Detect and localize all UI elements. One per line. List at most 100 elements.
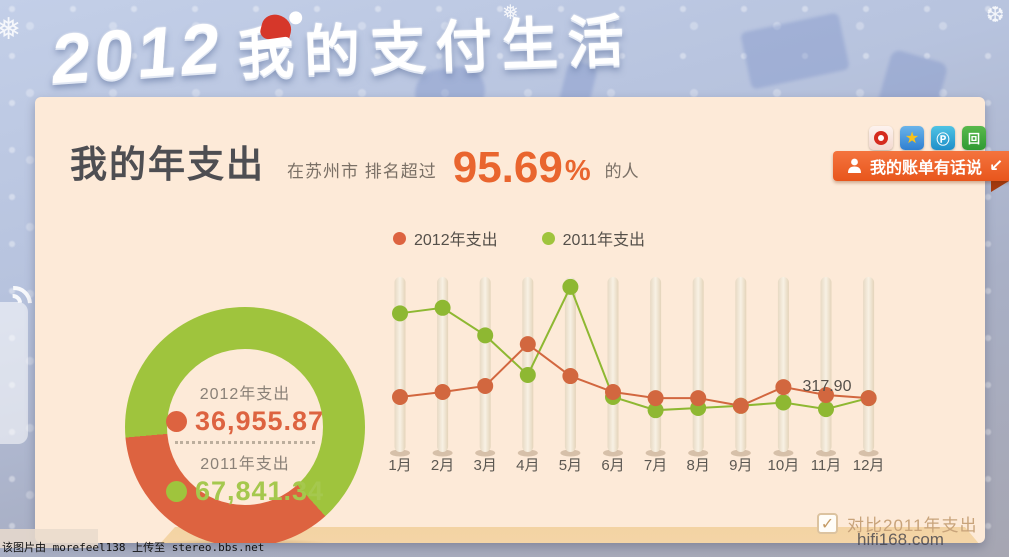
pole-shadow [730,449,751,457]
chart-point-2011年支出-4月[interactable] [519,366,536,383]
compare-row: ✓ 对比2011年支出 [817,511,978,536]
pole-shadow [645,449,666,457]
chart-point-2012年支出-5月[interactable] [562,368,579,385]
chart-point-2012年支出-3月[interactable] [477,377,494,394]
pole-shadow [517,449,538,457]
legend-item-2012[interactable]: 2012年支出 [393,226,498,250]
donut-label-2012: 2012年支出 [199,386,291,403]
donut-center-labels: 2012年支出 36,955.87 2011年支出 67,841.34 [155,380,335,511]
chart-point-2012年支出-8月[interactable] [690,390,707,407]
chart-point-2011年支出-5月[interactable] [562,278,579,295]
pole-shadow [688,449,709,457]
chart-point-2012年支出-2月[interactable] [434,384,451,401]
green-dot-icon [165,481,187,502]
chart-legend: 2012年支出 2011年支出 [393,226,645,250]
month-label: 1月 [388,457,411,474]
pole-shadow [432,449,453,457]
chart-point-2012年支出-12月[interactable] [860,390,877,407]
pole-shadow [603,449,623,457]
donut-chart[interactable] [125,307,365,543]
chart-floor [115,527,985,543]
donut-value-2011: 67,841.34 [194,476,325,506]
ribbon-label: 我的账单有话说 [870,160,983,177]
rank-prefix: 在苏州市 排名超过 [287,162,437,181]
arrow-down-left-icon: ↙ [989,156,1004,175]
chart-point-2012年支出-4月[interactable] [519,336,536,353]
star-share-icon[interactable]: ★ [900,126,924,150]
snowflake-icon: ❅ [0,13,22,46]
bill-feedback-ribbon-button[interactable]: 我的账单有话说 ↙ [833,151,1009,181]
pole-shadow [773,449,794,457]
compare-checkbox-label: 对比2011年支出 [847,516,978,535]
snowflake-icon: ❅ [502,2,519,24]
month-label: 8月 [687,457,710,474]
chart-pole [863,277,875,452]
chart-pole [607,277,619,452]
month-label: 11月 [811,457,842,474]
month-label: 5月 [559,457,582,474]
pole-shadow [390,449,410,457]
orange-dot-icon [165,411,187,432]
orange-legend-dot-icon [393,231,406,245]
chart-point-2011年支出-11月[interactable] [818,401,834,418]
ribbon-fold [991,181,1009,192]
chart-point-2012年支出-7月[interactable] [647,390,664,407]
watermark-patch [0,529,98,548]
circle-p-share-icon[interactable]: Ⓟ [931,126,955,150]
donut-value-2012: 36,955.87 [194,406,325,436]
share-icons: ★ Ⓟ 回 [869,126,986,150]
chart-pole [735,277,747,452]
chart-pole [522,277,534,452]
person-icon [847,158,862,174]
green-box-share-icon[interactable]: 回 [962,126,986,150]
chart-point-2011年支出-7月[interactable] [647,402,664,419]
chart-point-2012年支出-6月[interactable] [605,384,621,401]
chart-point-2011年支出-1月[interactable] [392,305,408,322]
legend-label-2012: 2012年支出 [414,232,498,249]
month-label: 6月 [601,457,624,474]
chart-pole [692,277,704,452]
legend-item-2011[interactable]: 2011年支出 [541,226,646,250]
chart-pole [820,277,832,452]
chart-point-2012年支出-11月[interactable] [818,387,834,404]
rank-suffix: 的人 [604,162,639,181]
month-label: 12月 [853,457,885,474]
uploader-watermark: 该图片由 morefeel138 上传至 stereo.bbs.net [2,541,265,554]
month-label: 3月 [474,457,497,474]
legend-label-2011: 2011年支出 [562,232,646,249]
month-label: 7月 [644,457,667,474]
dotted-divider [175,441,315,444]
chart-pole [777,277,789,452]
chart-pole [394,277,406,452]
month-label: 10月 [768,457,800,474]
value-annotation: 317.90 [803,378,852,395]
page-title: 我的年支出 [70,144,265,185]
chart-pole [650,277,662,452]
chart-pole [479,277,491,452]
pole-shadow [475,449,496,457]
chart-pole [437,277,449,452]
month-label: 4月 [516,457,539,474]
chart-point-2012年支出-9月[interactable] [732,397,749,414]
month-label: 9月 [729,457,752,474]
snowflake-icon: ❆ [986,2,1005,27]
chart-point-2011年支出-10月[interactable] [775,394,792,411]
pole-shadow [816,449,836,457]
chart-line-2011年支出 [399,284,869,412]
chart-line-2012年支出 [399,342,869,407]
pole-shadow [858,449,879,457]
left-deco-card [0,302,28,444]
chart-point-2012年支出-1月[interactable] [392,388,408,405]
pole-shadow [560,449,581,457]
green-legend-dot-icon [541,231,555,245]
sina-weibo-share-icon[interactable] [869,126,893,150]
compare-checkbox[interactable]: ✓ [817,513,838,534]
donut-label-2011: 2011年支出 [200,456,290,473]
site-watermark: hifi168.com [857,530,944,549]
chart-point-2011年支出-3月[interactable] [477,327,494,344]
chart-point-2011年支出-2月[interactable] [434,299,451,316]
chart-pole [564,277,576,452]
chart-point-2012年支出-10月[interactable] [775,379,792,396]
